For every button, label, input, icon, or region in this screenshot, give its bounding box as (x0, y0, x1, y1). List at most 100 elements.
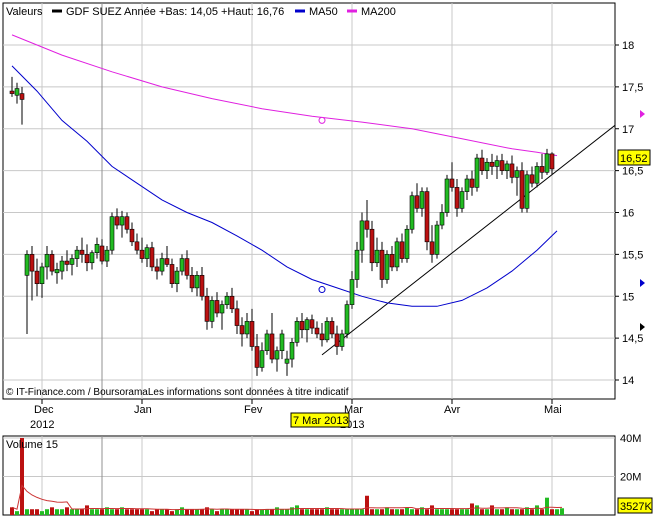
candle-body (69, 258, 75, 265)
volume-bar (90, 509, 94, 515)
volume-bar (435, 509, 439, 515)
candle-body (139, 249, 145, 259)
ma200-marker (318, 116, 326, 124)
candle-body (324, 321, 330, 341)
candle-body (514, 170, 520, 178)
volume-bar (10, 507, 14, 515)
volume-bar (485, 509, 489, 515)
candle-body (244, 321, 250, 335)
volume-bar (130, 509, 134, 515)
ma50-line (11, 65, 558, 307)
volume-bar (365, 495, 369, 515)
volume-bar (325, 507, 329, 515)
candle-body (384, 254, 390, 280)
volume-bar (500, 509, 504, 515)
x-tick-label: Dec (34, 404, 54, 416)
volume-bar (450, 509, 454, 515)
moving-averages (11, 34, 558, 307)
volume-bar (510, 509, 514, 515)
candle-body (369, 228, 375, 264)
volume-bar (505, 507, 509, 515)
candle-body (99, 245, 105, 262)
volume-bar (30, 509, 34, 515)
volume-bar (225, 509, 229, 515)
candle-body (469, 178, 475, 188)
candle-body (204, 295, 210, 322)
volume-bar (80, 509, 84, 515)
volume-bar (555, 509, 559, 515)
volume-bar (15, 511, 19, 515)
volume-bar (320, 509, 324, 515)
candle-body (64, 260, 70, 265)
volume-bar (165, 509, 169, 515)
volume-bar (195, 509, 199, 515)
legend-item-ma50: MA50 (309, 6, 338, 18)
y-tick-label: 17,5 (622, 82, 643, 94)
candle-body (339, 333, 345, 347)
candle-body (84, 254, 90, 264)
volume-bar (245, 509, 249, 515)
volume-tick-label: 40M (620, 433, 641, 445)
volume-bar (375, 509, 379, 515)
candle-body (39, 266, 45, 284)
volume-bar (205, 507, 209, 515)
candle-body (414, 195, 420, 209)
candle-body (284, 358, 290, 364)
price-tag-box (617, 149, 651, 166)
ma50-marker-icon (640, 279, 645, 287)
candle-body (379, 249, 385, 280)
volume-bar (230, 509, 234, 515)
candle-body (219, 304, 225, 314)
y-tick-label: 14 (622, 375, 634, 387)
candle-body (209, 300, 215, 322)
candle-body (494, 160, 500, 167)
candle-body (374, 249, 380, 264)
candle-body (179, 258, 185, 272)
volume-bar (140, 509, 144, 515)
volume-bar (395, 509, 399, 515)
volume-bar (360, 509, 364, 515)
volume-bar (85, 505, 89, 515)
candle-body (54, 269, 60, 274)
volume-tick-label: 20M (620, 472, 641, 484)
volume-bar (55, 509, 59, 515)
candle-body (529, 174, 535, 184)
candle-body (309, 319, 315, 329)
volume-bar (295, 505, 299, 515)
volume-bar (50, 507, 54, 515)
volume-bar (475, 505, 479, 515)
volume-bar (405, 507, 409, 515)
volume-bar (120, 507, 124, 515)
candle-body (544, 153, 550, 173)
candle-body (169, 264, 175, 284)
candle-body (274, 350, 280, 360)
candle-body (504, 163, 510, 171)
volume-bar (455, 509, 459, 515)
volume-bar (300, 509, 304, 515)
x-tick-label: Mai (544, 404, 562, 416)
candle-body (149, 247, 155, 268)
volume-bar (460, 509, 464, 515)
candle-body (74, 249, 80, 259)
volume-label: Volume 15 (6, 439, 58, 451)
ma50-marker (318, 286, 326, 294)
candle-body (109, 216, 115, 251)
candle-body (299, 321, 305, 331)
candle-body (539, 166, 545, 173)
volume-tag-box (617, 497, 653, 514)
volume-bar (265, 509, 269, 515)
volume-bar (105, 507, 109, 515)
candle-body (534, 166, 540, 184)
candle-body (404, 228, 410, 259)
volume-bar (45, 509, 49, 515)
candle-body (499, 160, 505, 171)
candle-body (394, 241, 400, 268)
volume-grid (3, 436, 615, 515)
volume-bar (515, 509, 519, 515)
x-tick-year: 2012 (30, 419, 54, 431)
legend-item-ma200: MA200 (361, 6, 396, 18)
volume-bar (490, 505, 494, 515)
